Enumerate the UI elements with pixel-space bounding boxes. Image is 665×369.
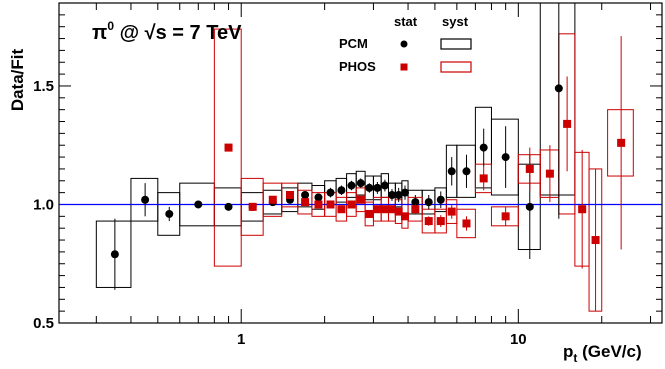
phos-point — [365, 209, 374, 218]
phos-syst-box — [607, 109, 634, 177]
phos-point — [525, 164, 534, 173]
phos-point — [387, 205, 396, 214]
phos-point — [347, 200, 356, 209]
phos-syst-box — [456, 208, 476, 239]
legend-marker-pcm — [400, 40, 408, 48]
y-tick-label: 0.5 — [33, 315, 54, 332]
pcm-point — [424, 198, 433, 207]
pcm-point — [194, 200, 203, 209]
legend-syst-box-phos — [440, 61, 472, 73]
title-particle: π — [92, 22, 107, 44]
series-phos-points — [224, 36, 626, 312]
legend: stat syst PCM PHOS — [339, 14, 472, 74]
x-axis-title-subscript: t — [573, 351, 577, 365]
phos-point — [373, 205, 382, 214]
pcm-point — [356, 179, 365, 188]
legend-syst-box-pcm — [440, 38, 472, 50]
pcm-point — [554, 84, 563, 93]
legend-marker-phos — [400, 63, 408, 71]
pcm-point — [110, 250, 119, 259]
phos-point — [301, 198, 310, 207]
pcm-point — [165, 209, 174, 218]
pcm-point — [326, 188, 335, 197]
x-tick-label: 10 — [510, 331, 527, 348]
phos-point — [501, 212, 510, 221]
phos-syst-box — [213, 28, 242, 267]
phos-point — [447, 207, 456, 216]
y-tick-label: 1.0 — [33, 196, 54, 213]
pcm-point — [301, 191, 310, 199]
phos-point — [224, 143, 233, 152]
pcm-syst-box — [95, 220, 132, 288]
y-tick-label: 1.5 — [33, 78, 54, 95]
pcm-point — [314, 193, 323, 202]
pcm-point — [224, 202, 233, 211]
phos-point — [411, 205, 420, 214]
pcm-point — [347, 181, 356, 190]
phos-point — [268, 195, 277, 204]
phos-point — [380, 205, 389, 214]
phos-point — [248, 202, 257, 211]
pcm-point — [387, 191, 396, 199]
phos-point — [424, 217, 433, 226]
series-phos — [213, 28, 634, 312]
x-axis-title: pt (GeV/c) — [563, 342, 642, 365]
legend-label-phos: PHOS — [339, 59, 376, 74]
pcm-point — [411, 198, 420, 207]
pcm-point — [394, 191, 403, 199]
title-particle-superscript: 0 — [107, 19, 114, 33]
phos-point — [479, 174, 488, 183]
pcm-syst-box — [539, 2, 576, 196]
phos-point — [314, 200, 323, 209]
phos-point — [326, 200, 335, 209]
phos-point — [394, 207, 403, 216]
phos-point — [356, 195, 365, 204]
pcm-point — [501, 153, 510, 162]
plot-area: 0.5 1.0 1.5 1 10 — [33, 2, 663, 348]
pcm-point — [373, 183, 382, 192]
phos-point — [578, 205, 587, 214]
phos-point — [545, 169, 554, 178]
title-at: @ — [120, 22, 140, 44]
x-tick-label: 1 — [237, 331, 245, 348]
legend-syst-header: syst — [442, 14, 469, 29]
series-pcm-points — [110, 3, 563, 290]
phos-point — [617, 138, 626, 147]
phos-point — [401, 212, 410, 221]
phos-point — [563, 119, 572, 128]
pcm-point — [365, 183, 374, 192]
title-sqrt: √ — [145, 22, 157, 44]
phos-point — [591, 236, 600, 245]
pcm-point — [525, 202, 534, 211]
phos-point — [337, 205, 346, 214]
y-axis-title: Data/Fit — [8, 48, 27, 111]
chart-title: π0 @ √s = 7 TeV — [92, 19, 242, 44]
x-axis-title-unit: (GeV/c) — [582, 342, 642, 361]
pcm-point — [479, 143, 488, 152]
pcm-point — [380, 181, 389, 190]
x-axis-title-symbol: p — [563, 342, 573, 361]
phos-syst-box — [490, 206, 519, 227]
pcm-point — [447, 167, 456, 176]
pcm-point — [462, 167, 471, 176]
pcm-point — [337, 186, 346, 195]
legend-label-pcm: PCM — [339, 36, 368, 51]
pcm-point — [141, 195, 150, 204]
phos-point — [436, 217, 445, 226]
plot-frame — [58, 2, 663, 324]
phos-point — [286, 191, 295, 199]
pcm-point — [436, 195, 445, 204]
series-pcm — [95, 2, 576, 288]
legend-stat-header: stat — [394, 14, 418, 29]
phos-point — [462, 219, 471, 228]
title-energy: s = 7 TeV — [156, 22, 242, 44]
pcm-point — [401, 188, 410, 197]
